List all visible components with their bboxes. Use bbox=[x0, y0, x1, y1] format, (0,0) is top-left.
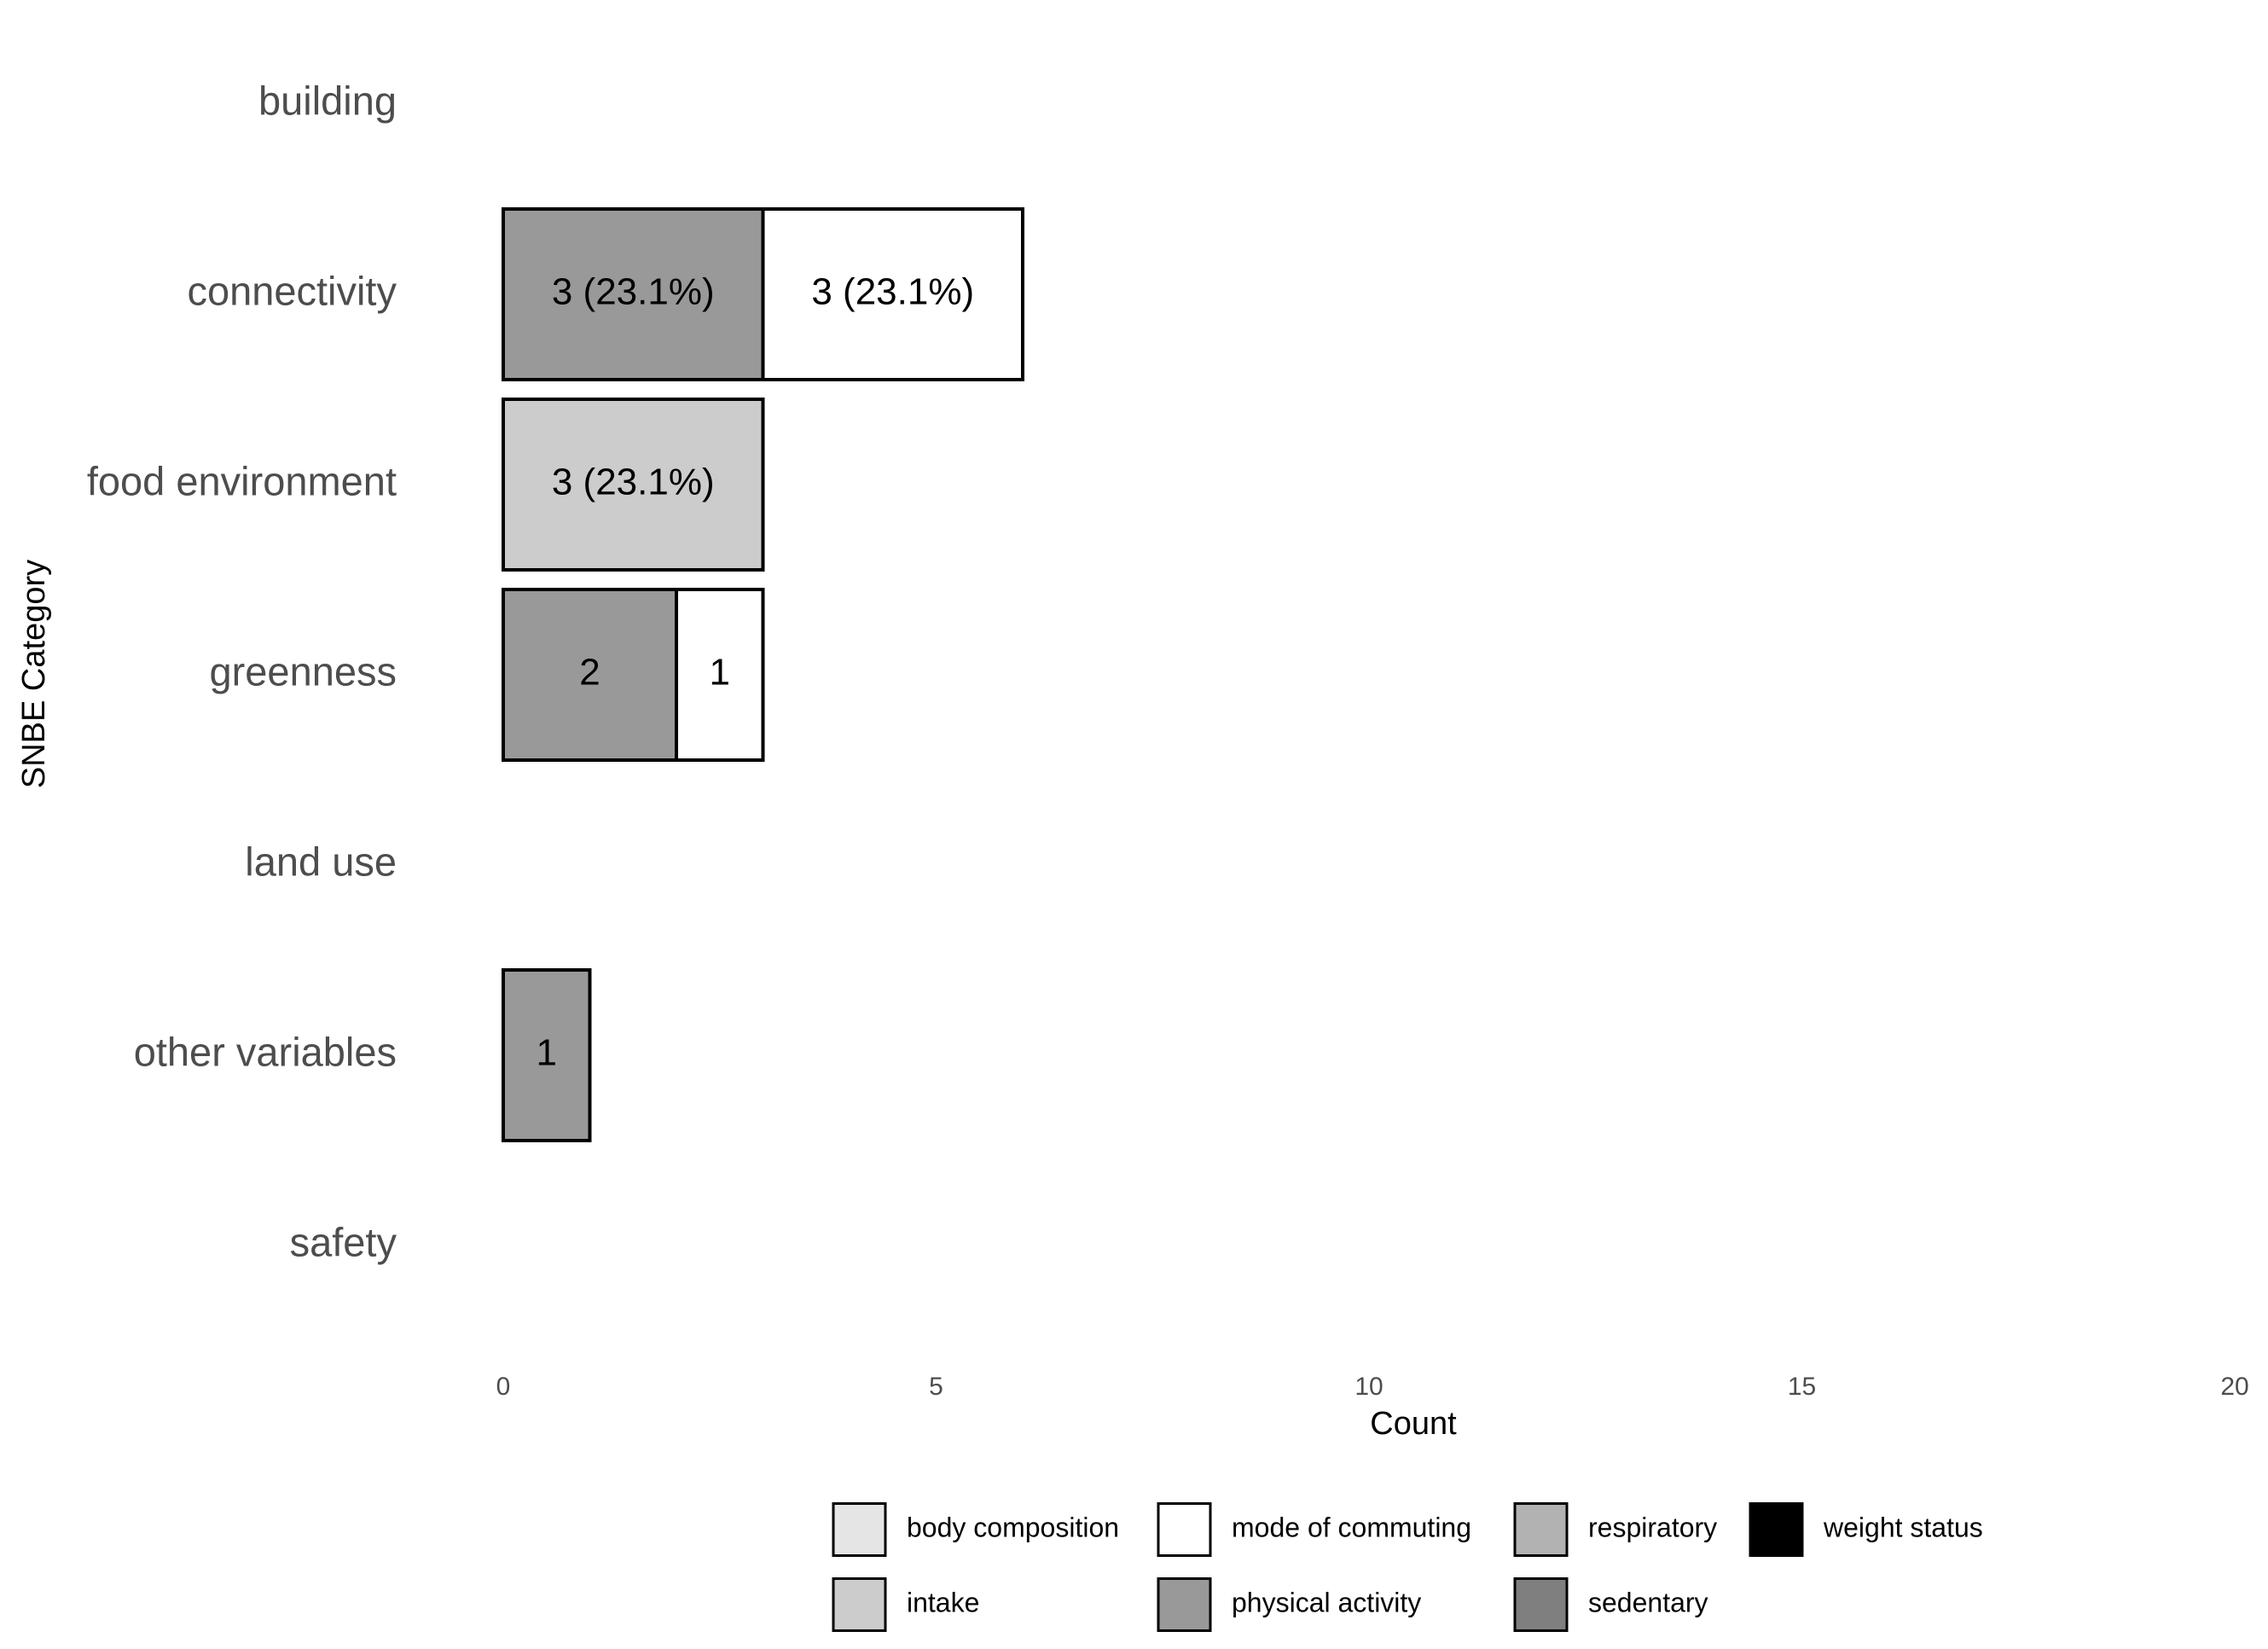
y-axis-title: SNBE Category bbox=[16, 560, 52, 788]
x-axis-title: Count bbox=[1370, 1406, 1457, 1442]
legend-key bbox=[1513, 1577, 1569, 1632]
bar-segment bbox=[502, 968, 592, 1142]
data-label: 1 bbox=[710, 652, 730, 694]
x-tick-label: 15 bbox=[1788, 1373, 1816, 1401]
legend-key bbox=[1157, 1577, 1212, 1632]
bar-segment bbox=[761, 207, 1024, 381]
legend-key bbox=[832, 1577, 887, 1632]
data-label: 2 bbox=[579, 652, 600, 694]
x-tick-label: 20 bbox=[2220, 1373, 2248, 1401]
legend-label: weight status bbox=[1823, 1512, 1983, 1542]
bar-segment bbox=[502, 398, 765, 572]
y-tick-label: building bbox=[258, 78, 397, 123]
legend-key bbox=[1513, 1502, 1569, 1557]
legend-key bbox=[832, 1502, 887, 1557]
legend-label: physical activity bbox=[1232, 1587, 1421, 1617]
bar-segment bbox=[502, 207, 765, 381]
legend-label: respiratory bbox=[1588, 1512, 1717, 1542]
y-tick-label: land use bbox=[245, 839, 397, 884]
y-tick-label: other variables bbox=[134, 1029, 397, 1074]
legend-label: body composition bbox=[907, 1512, 1119, 1542]
y-tick-label: food environment bbox=[87, 458, 397, 503]
x-tick-label: 10 bbox=[1354, 1373, 1383, 1401]
legend-label: mode of commuting bbox=[1232, 1512, 1471, 1542]
legend-key bbox=[1157, 1502, 1212, 1557]
legend-label: sedentary bbox=[1588, 1587, 1708, 1617]
y-tick-label: safety bbox=[290, 1219, 397, 1264]
legend-label: intake bbox=[907, 1587, 979, 1617]
y-tick-label: connectivity bbox=[187, 268, 397, 313]
bar-segment bbox=[675, 588, 765, 762]
data-label: 1 bbox=[537, 1032, 557, 1074]
data-label: 3 (23.1%) bbox=[811, 271, 974, 313]
x-tick-label: 0 bbox=[496, 1373, 511, 1401]
data-label: 3 (23.1%) bbox=[552, 271, 715, 313]
data-label: 3 (23.1%) bbox=[552, 462, 715, 503]
x-tick-label: 5 bbox=[929, 1373, 943, 1401]
y-tick-label: greenness bbox=[210, 648, 397, 694]
legend-key bbox=[1749, 1502, 1804, 1557]
